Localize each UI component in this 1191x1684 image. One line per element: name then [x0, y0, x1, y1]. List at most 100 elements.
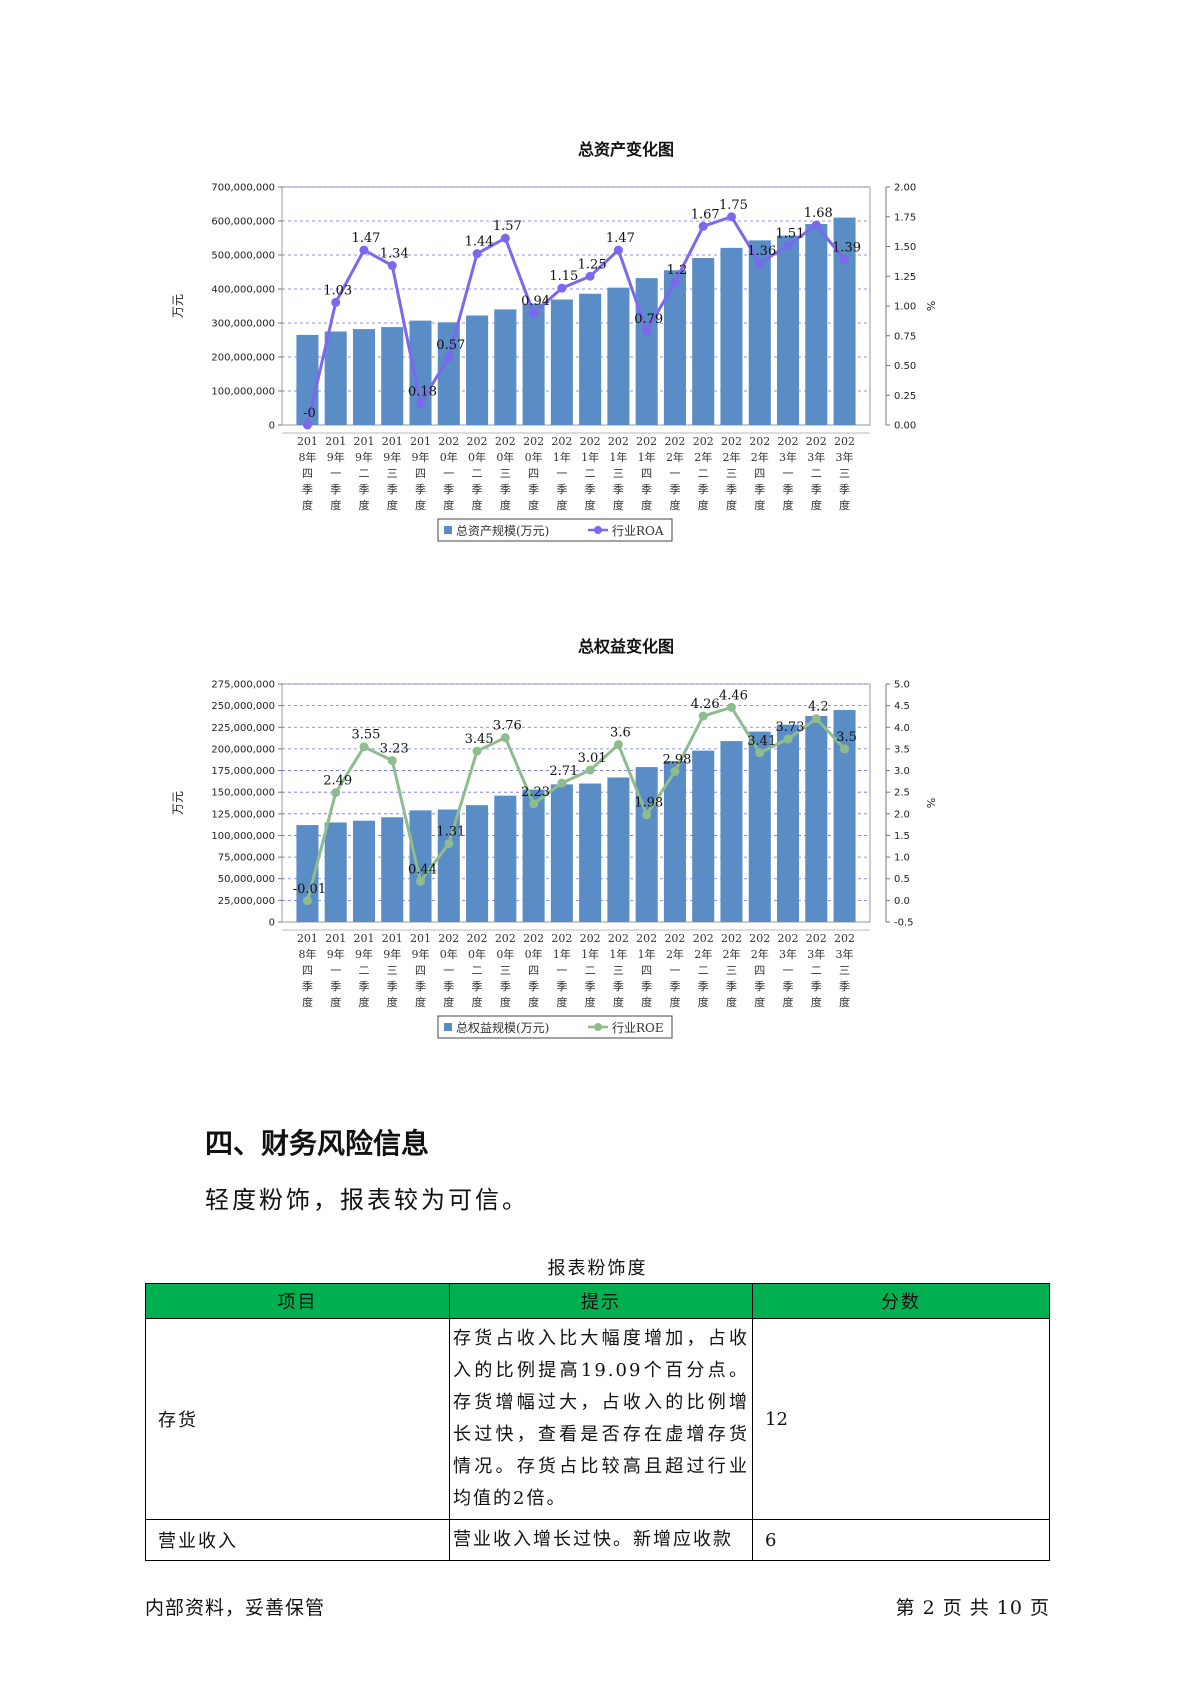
data-label: 3.6: [610, 726, 631, 741]
data-label: 1.47: [352, 231, 381, 246]
data-label: 1.36: [747, 244, 776, 259]
y2-axis-label: %: [925, 798, 938, 808]
bar: [663, 761, 686, 922]
bar: [579, 783, 602, 922]
bar: [352, 329, 376, 425]
y-tick-label: 0: [269, 918, 275, 929]
y-tick-label: 700,000,000: [211, 183, 275, 194]
y2-tick-label: 0.25: [894, 391, 916, 402]
line-point: [472, 249, 482, 259]
data-label: 0.18: [408, 385, 437, 400]
x-tick-label: 202 3年三季度: [834, 435, 855, 512]
y-tick-label: 200,000,000: [211, 744, 275, 755]
x-tick-label: 202 2年四季度: [749, 435, 770, 512]
bar: [522, 789, 545, 922]
bar: [776, 724, 800, 922]
x-tick-label: 202 2年二季度: [693, 435, 714, 512]
y2-tick-label: -0.5: [894, 918, 914, 929]
x-tick-label: 201 9年四季度: [410, 932, 431, 1009]
x-tick-label: 201 9年一季度: [325, 435, 346, 512]
line-point: [387, 756, 397, 766]
line-point: [783, 734, 793, 744]
line-point: [302, 896, 312, 906]
bar: [409, 320, 432, 425]
y2-tick-label: 0.0: [894, 896, 910, 907]
y-tick-label: 250,000,000: [211, 701, 275, 712]
data-label: 3.73: [776, 720, 805, 735]
legend-box: [437, 518, 673, 542]
bar: [381, 817, 404, 922]
legend-swatch-point: [594, 526, 602, 534]
line-point: [840, 255, 850, 265]
line-point: [416, 399, 426, 409]
footer-note: 内部资料，妥善保管: [145, 1597, 326, 1619]
y2-tick-label: 0.50: [894, 361, 916, 372]
row-item: 存货: [145, 1318, 450, 1520]
bar: [805, 224, 828, 425]
y2-tick-label: 2.5: [894, 788, 910, 799]
line-point: [444, 839, 454, 849]
x-tick-label: 202 0年四季度: [523, 932, 544, 1009]
x-tick-label: 202 0年三季度: [495, 435, 516, 512]
y-tick-label: 0: [269, 421, 275, 432]
bar: [550, 299, 573, 425]
y-tick-label: 500,000,000: [211, 251, 275, 262]
bar: [833, 709, 856, 922]
bar: [381, 327, 404, 425]
x-tick-label: 202 1年四季度: [636, 435, 657, 512]
bar: [494, 795, 517, 922]
y-tick-label: 275,000,000: [211, 680, 275, 691]
table-header-row: 项目 提示 分数: [145, 1283, 1050, 1319]
y2-tick-label: 2.00: [894, 183, 916, 194]
data-label: 1.15: [549, 269, 578, 284]
series-line: [305, 214, 846, 426]
y-tick-label: 100,000,000: [211, 387, 275, 398]
bar: [466, 315, 489, 425]
line-point: [302, 420, 312, 430]
data-label: 1.44: [465, 235, 494, 250]
total-equity-chart: 总权益变化图 0 25,000,000 50,000,000 75,000,000 100…: [170, 632, 1050, 1082]
row-score: 12: [752, 1318, 1050, 1520]
table-row: 营业收入 营业收入增长过快。新增应收款 6: [145, 1519, 1050, 1561]
data-label: 1.25: [578, 257, 607, 272]
data-label: 4.2: [808, 700, 829, 715]
y-tick-label: 300,000,000: [211, 319, 275, 330]
data-label: 3.76: [493, 719, 522, 734]
x-tick-label: 201 8年四季度: [297, 435, 318, 512]
bar: [296, 825, 319, 922]
row-score: 6: [752, 1519, 1050, 1561]
x-tick-label: 202 2年三季度: [721, 932, 742, 1009]
x-tick-label: 202 3年一季度: [778, 932, 799, 1009]
line-point: [331, 297, 341, 307]
x-tick-label: 201 9年三季度: [382, 932, 403, 1009]
bar: [607, 777, 630, 922]
y2-tick-label: 1.00: [894, 302, 916, 313]
y-tick-label: 100,000,000: [211, 831, 275, 842]
data-label: 1.03: [323, 283, 352, 298]
bar: [635, 767, 658, 922]
bar: [720, 741, 743, 922]
bar: [748, 731, 771, 922]
data-label: 1.98: [634, 796, 663, 811]
bar: [324, 331, 347, 425]
y-tick-label: 75,000,000: [218, 853, 275, 864]
data-label: 1.67: [691, 207, 720, 222]
bar: [635, 278, 658, 425]
x-tick-label: 201 9年二季度: [353, 435, 374, 512]
bar: [466, 805, 489, 922]
line-point: [331, 788, 341, 798]
line-point: [585, 765, 595, 775]
bar: [833, 217, 856, 425]
line-point: [726, 212, 736, 222]
x-tick-label: 202 1年二季度: [580, 435, 601, 512]
bar: [522, 303, 545, 425]
row-tip: 营业收入增长过快。新增应收款: [449, 1519, 753, 1561]
y2-tick-label: 1.50: [894, 242, 916, 253]
chart-title: 总资产变化图: [578, 140, 674, 159]
x-tick-label: 202 2年一季度: [664, 932, 685, 1009]
line-point: [726, 702, 736, 712]
y-tick-label: 50,000,000: [218, 874, 275, 885]
x-tick-label: 201 9年三季度: [382, 435, 403, 512]
data-label: 4.26: [691, 697, 720, 712]
x-tick-label: 202 0年二季度: [467, 435, 488, 512]
